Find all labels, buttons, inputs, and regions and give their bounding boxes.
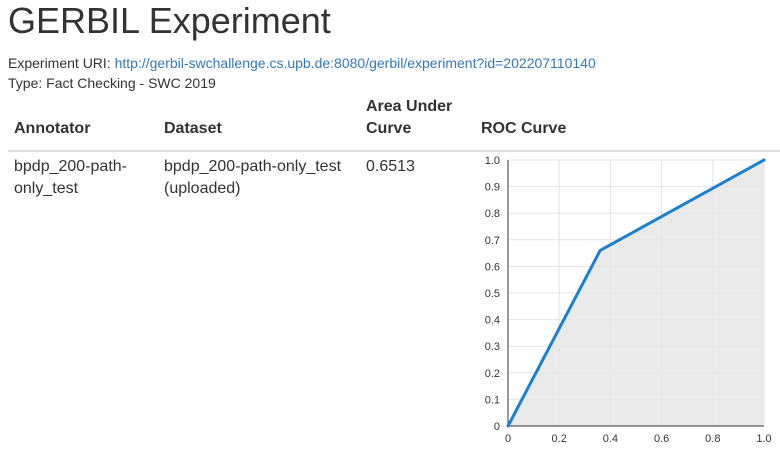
x-tick-label: 1.0: [756, 433, 771, 445]
x-tick-label: 0.8: [705, 433, 720, 445]
experiment-type-value: Fact Checking - SWC 2019: [46, 75, 216, 91]
header-auc-line1: Area Under: [366, 98, 453, 115]
experiment-type-label: Type:: [8, 75, 43, 91]
results-header-row: Annotator Dataset Area Under Curve ROC C…: [8, 96, 780, 152]
roc-curve-line: [506, 158, 766, 428]
x-tick-label: 0: [505, 433, 511, 445]
cell-annotator: bpdp_200-path-only_test: [14, 158, 127, 197]
roc-chart: 0 0.2 0.4 0.6 0.8 1.0 0 0.1 0.2 0.3 0.4 0.5 0.6 0.7 0.…: [485, 155, 772, 445]
y-tick-label: 0.6: [485, 261, 500, 273]
roc-area: [508, 160, 764, 426]
y-tick-label: 0.3: [485, 341, 500, 353]
page-title: GERBIL Experiment: [8, 0, 331, 41]
y-tick-label: 0.7: [485, 235, 500, 247]
y-tick-label: 0: [494, 421, 500, 433]
y-tick-label: 0.9: [485, 182, 500, 194]
x-tick-label: 0.6: [654, 433, 669, 445]
y-tick-label: 0.5: [485, 288, 500, 300]
experiment-uri-link[interactable]: http://gerbil-swchallenge.cs.upb.de:8080…: [114, 55, 596, 71]
results-table: Annotator Dataset Area Under Curve ROC C…: [8, 96, 780, 456]
cell-roc-curve: 0 0.2 0.4 0.6 0.8 1.0 0 0.1 0.2 0.3 0.4 0.5 0.6 0.7 0.…: [475, 151, 780, 456]
header-auc: Area Under Curve: [360, 96, 475, 152]
y-tick-label: 1.0: [485, 155, 500, 167]
x-tick-label: 0.2: [552, 433, 567, 445]
x-tick-label: 0.4: [603, 433, 618, 445]
y-tick-label: 0.4: [485, 315, 500, 327]
y-tick-label: 0.8: [485, 208, 500, 220]
header-dataset: Dataset: [158, 96, 360, 152]
header-annotator: Annotator: [8, 96, 158, 152]
cell-auc: 0.6513: [366, 158, 415, 175]
experiment-type-line: Type: Fact Checking - SWC 2019: [8, 73, 780, 93]
experiment-meta: Experiment URI: http://gerbil-swchalleng…: [8, 53, 780, 93]
y-tick-label: 0.2: [485, 368, 500, 380]
cell-dataset: bpdp_200-path-only_test (uploaded): [164, 158, 342, 197]
table-row: bpdp_200-path-only_test bpdp_200-path-on…: [8, 151, 780, 456]
experiment-uri-line: Experiment URI: http://gerbil-swchalleng…: [8, 53, 780, 73]
experiment-uri-label: Experiment URI:: [8, 55, 111, 71]
y-tick-label: 0.1: [485, 394, 500, 406]
header-auc-line2: Curve: [366, 120, 412, 137]
header-roc: ROC Curve: [475, 96, 780, 152]
